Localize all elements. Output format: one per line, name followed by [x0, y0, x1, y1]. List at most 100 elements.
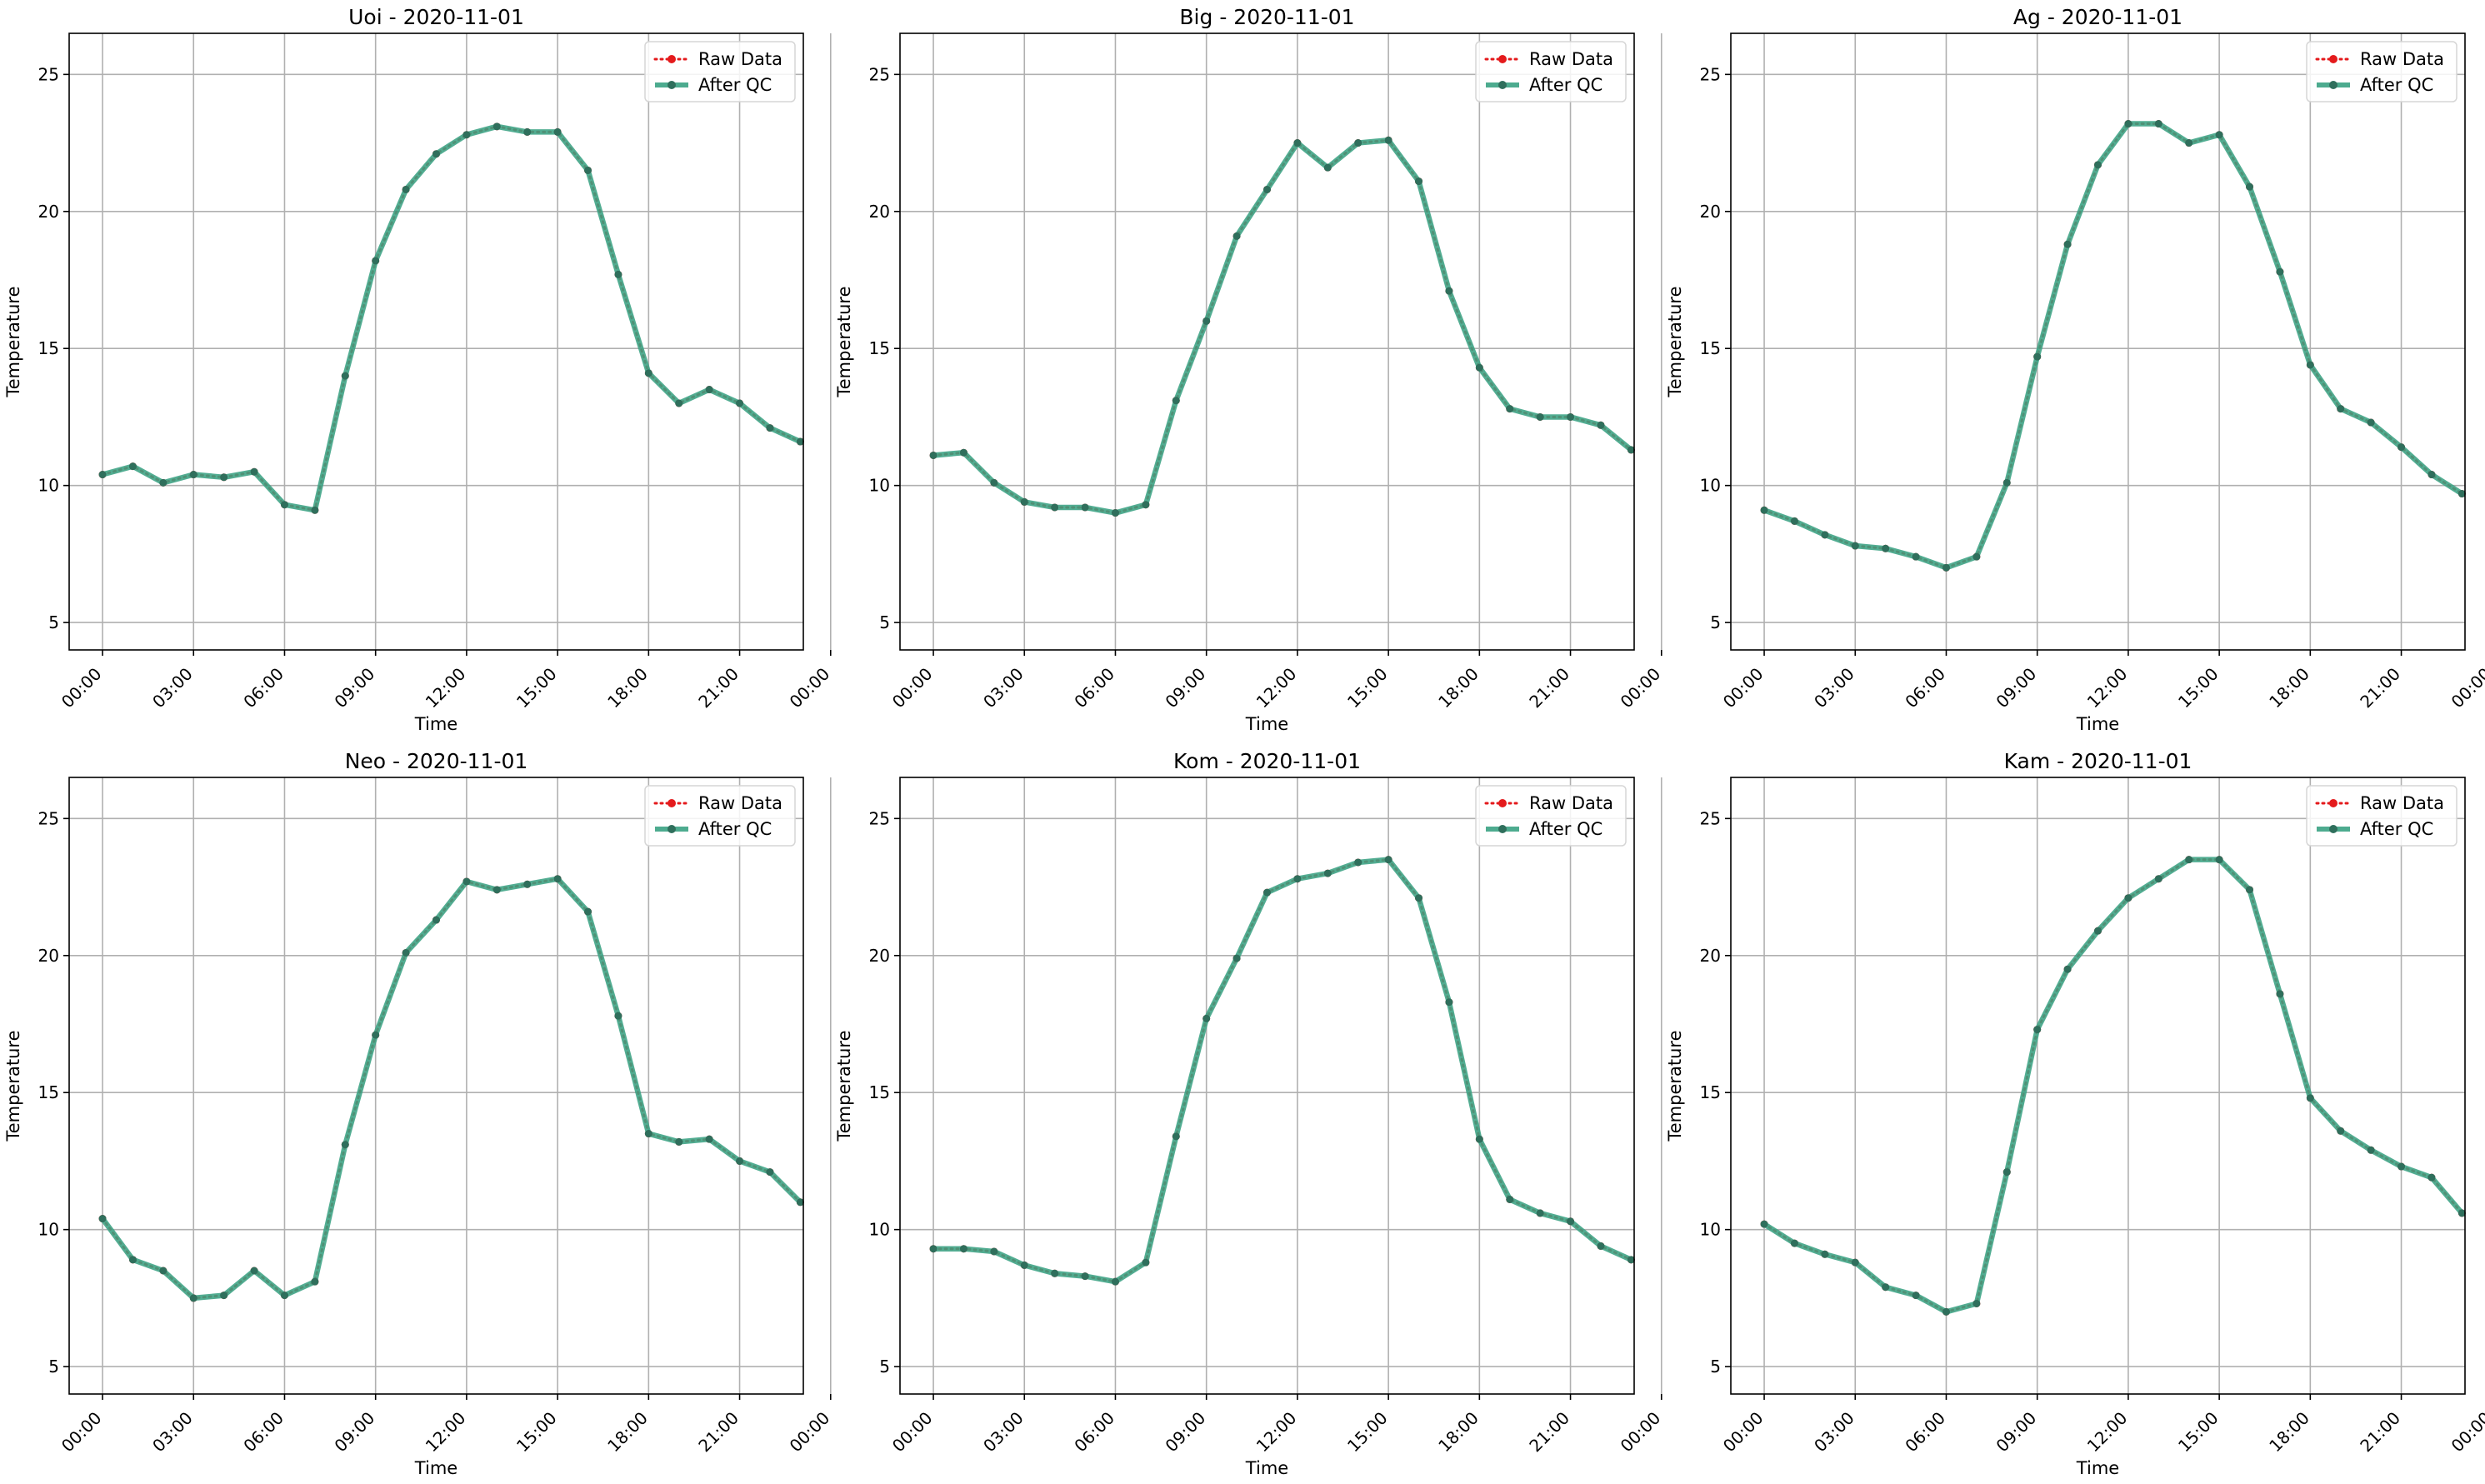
after-qc-point — [159, 478, 168, 487]
after-qc-point — [1020, 1261, 1028, 1269]
after-qc-point — [1972, 552, 1981, 561]
after-qc-point — [2185, 856, 2193, 864]
x-tick-label: 12:00 — [422, 1408, 470, 1457]
after-qc-point — [1142, 501, 1150, 509]
x-tick-label: 03:00 — [979, 664, 1028, 712]
legend-raw-label: Raw Data — [1529, 49, 1613, 69]
x-tick-label: 18:00 — [1434, 1408, 1482, 1457]
after-qc-point — [98, 1215, 107, 1223]
legend-qc-label: After QC — [1529, 819, 1602, 839]
y-tick-label: 25 — [38, 808, 59, 828]
after-qc-point — [2246, 886, 2254, 894]
after-qc-point — [614, 270, 622, 278]
y-tick-label: 5 — [1710, 612, 1721, 632]
after-qc-point — [2063, 965, 2072, 973]
y-tick-label: 25 — [869, 64, 890, 84]
after-qc-point — [1912, 552, 1920, 561]
after-qc-point — [159, 1267, 168, 1275]
after-qc-point — [644, 1130, 652, 1138]
after-qc-point — [311, 1277, 319, 1286]
after-qc-point — [220, 473, 228, 482]
plot-frame — [899, 32, 1635, 651]
after-qc-point — [1597, 421, 1605, 429]
after-qc-point — [1384, 136, 1392, 144]
legend-raw-marker — [1498, 799, 1507, 807]
after-qc-point — [1821, 1250, 1829, 1258]
chart-title: Kom - 2020-11-01 — [1173, 749, 1361, 773]
after-qc-point — [1172, 1132, 1180, 1141]
y-tick-label: 10 — [869, 1220, 890, 1240]
legend-qc-label: After QC — [698, 75, 772, 95]
x-tick-label: 06:00 — [239, 1408, 288, 1457]
after-qc-point — [2306, 361, 2314, 369]
y-tick-label: 15 — [1700, 338, 1721, 358]
after-qc-point — [1912, 1292, 1920, 1300]
x-tick-label: 21:00 — [2356, 1408, 2404, 1457]
x-tick-label: 15:00 — [1343, 664, 1392, 712]
y-tick-label: 15 — [38, 338, 59, 358]
after-qc-point — [614, 1012, 622, 1020]
y-tick-label: 5 — [879, 1357, 890, 1377]
y-tick-label: 20 — [38, 946, 59, 966]
after-qc-point — [1475, 1135, 1483, 1143]
after-qc-point — [1051, 1269, 1059, 1277]
after-qc-point — [523, 880, 532, 888]
y-tick-label: 15 — [869, 338, 890, 358]
after-qc-point — [553, 127, 562, 136]
legend-raw-marker — [668, 799, 676, 807]
after-qc-point — [2276, 990, 2284, 998]
after-qc-point — [492, 122, 501, 131]
x-axis-label: Time — [1245, 1458, 1288, 1478]
after-qc-point — [280, 501, 288, 509]
chart-panel-6: 5 10 15 20 25 00:00 03:00 06:00 09:00 12:00 15:00 1… — [1665, 749, 2485, 1478]
x-axis-label: Time — [414, 1458, 458, 1478]
x-tick-label: 00:00 — [888, 664, 937, 712]
after-qc-point — [492, 886, 501, 894]
after-qc-point — [462, 131, 471, 139]
after-qc-point — [2063, 240, 2072, 248]
after-qc-point — [1111, 1277, 1119, 1286]
after-qc-point — [2306, 1094, 2314, 1102]
y-tick-label: 20 — [1700, 202, 1721, 222]
after-qc-point — [1597, 1242, 1605, 1250]
legend-raw-marker — [2329, 55, 2338, 63]
x-tick-label: 06:00 — [1901, 1408, 1949, 1457]
after-qc-point — [189, 471, 198, 479]
y-tick-label: 15 — [38, 1082, 59, 1102]
y-tick-label: 25 — [38, 64, 59, 84]
after-qc-point — [2154, 120, 2162, 128]
after-qc-point — [372, 257, 380, 265]
chart-title: Ag - 2020-11-01 — [2013, 5, 2182, 29]
after-qc-point — [1506, 405, 1514, 413]
x-tick-label: 12:00 — [2083, 1408, 2132, 1457]
after-qc-point — [584, 907, 592, 916]
x-tick-label: 15:00 — [512, 664, 561, 712]
y-tick-label: 15 — [869, 1082, 890, 1102]
after-qc-point — [1415, 177, 1423, 186]
after-qc-point — [432, 916, 440, 924]
x-tick-label: 00:00 — [786, 664, 834, 712]
after-qc-point — [2276, 267, 2284, 276]
after-qc-point — [1081, 1272, 1089, 1281]
after-qc-point — [2428, 1173, 2436, 1182]
after-qc-point — [796, 437, 804, 446]
legend-raw-label: Raw Data — [2360, 49, 2444, 69]
legend-qc-label: After QC — [1529, 75, 1602, 95]
x-tick-label: 00:00 — [888, 1408, 937, 1457]
chart-panel-1: 5 10 15 20 25 00:00 03:00 06:00 09:00 12:00 15:00 1… — [3, 5, 833, 734]
x-tick-label: 18:00 — [1434, 664, 1482, 712]
after-qc-point — [766, 1168, 774, 1177]
after-qc-point — [1445, 287, 1453, 295]
after-qc-point — [1475, 363, 1483, 372]
after-qc-point — [2458, 490, 2466, 498]
after-qc-point — [311, 506, 319, 514]
after-qc-point — [1972, 1299, 1981, 1307]
y-axis-label: Temperature — [834, 1030, 854, 1142]
legend-qc-label: After QC — [2360, 75, 2433, 95]
y-tick-label: 20 — [1700, 946, 1721, 966]
legend-qc-marker — [668, 825, 676, 833]
x-tick-label: 00:00 — [58, 1408, 106, 1457]
legend-qc-marker — [2329, 825, 2338, 833]
x-tick-label: 09:00 — [1992, 664, 2040, 712]
after-qc-point — [2094, 927, 2102, 935]
